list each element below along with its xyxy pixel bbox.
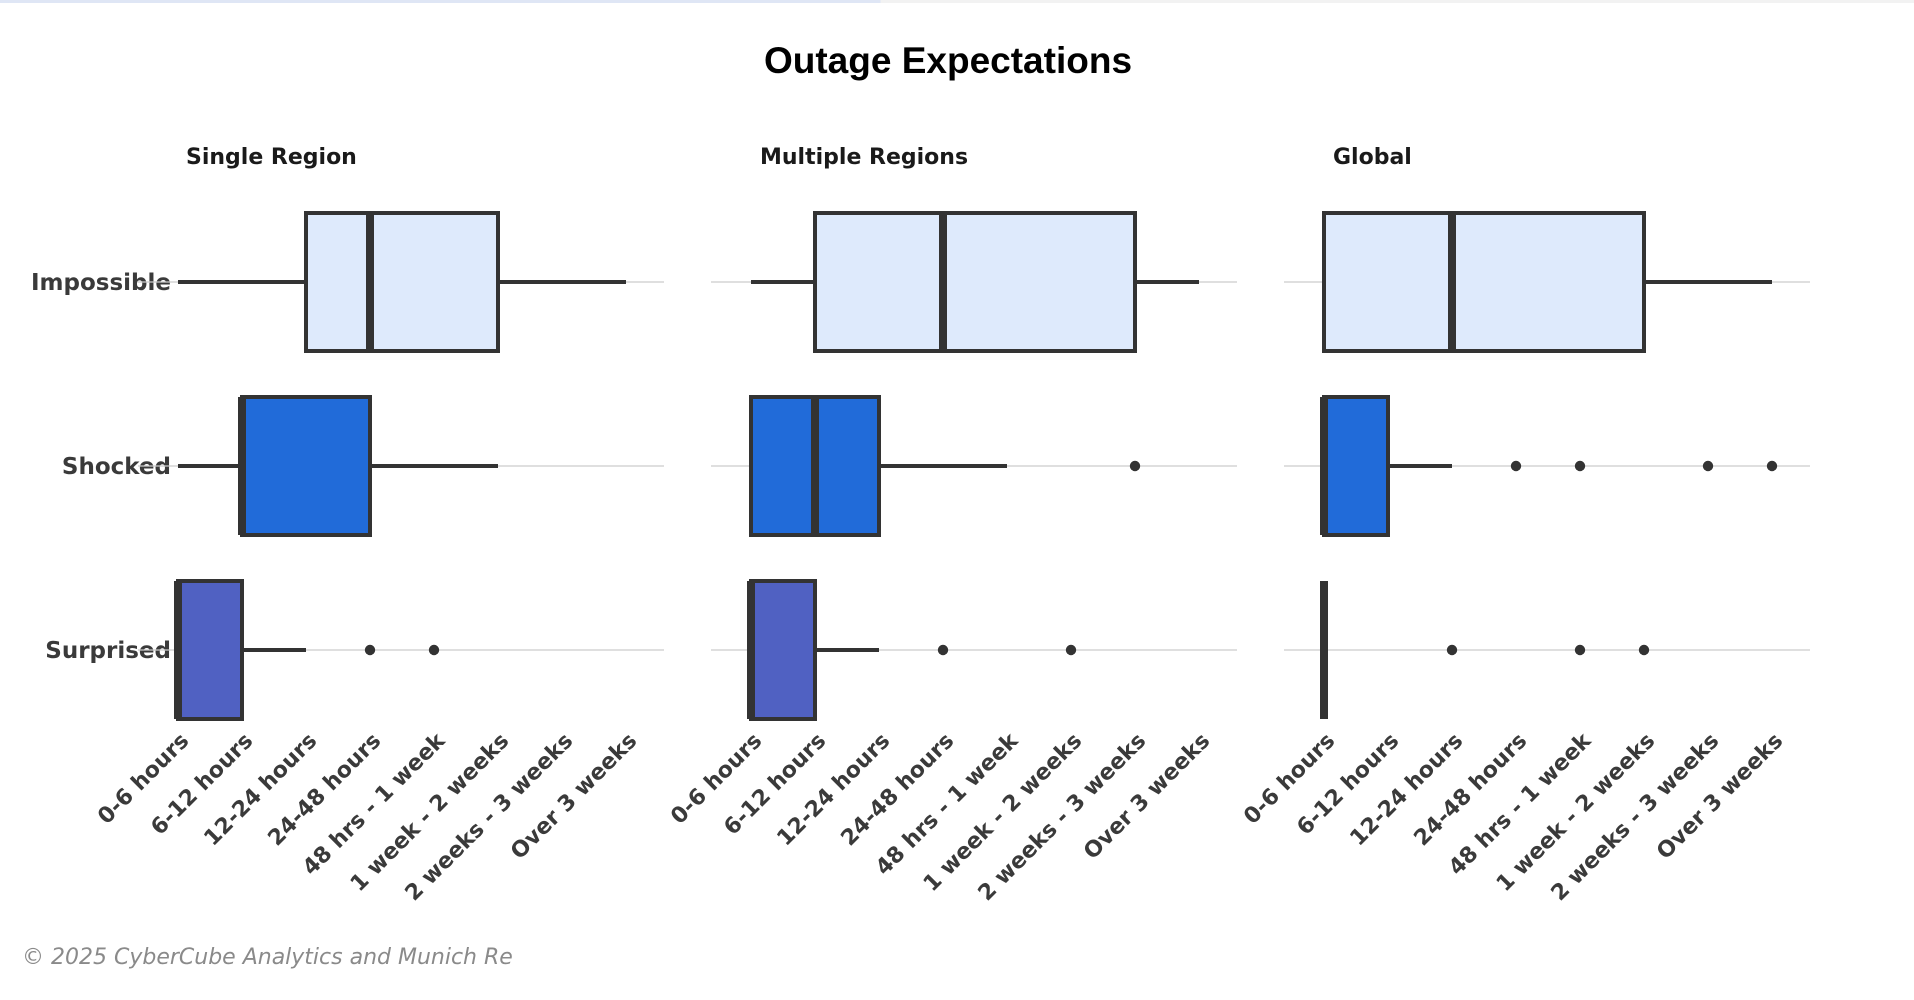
box-single-region-shocked: [240, 395, 372, 537]
outlier-global-shocked-2: [1702, 460, 1714, 472]
outlier-single-region-surprised-1: [428, 644, 440, 656]
outlier-global-surprised-2: [1638, 644, 1650, 656]
x-tick-global-12-24-hours: 12-24 hours: [1346, 729, 1469, 852]
x-tick-single-region-12-24-hours: 12-24 hours: [200, 729, 323, 852]
box-single-region-impossible: [304, 211, 500, 353]
top-accent-strip: [0, 0, 1914, 3]
outlier-multiple-regions-shocked-0: [1129, 460, 1141, 472]
outlier-global-surprised-0: [1446, 644, 1458, 656]
box-global-impossible: [1322, 211, 1646, 353]
row-label-impossible: Impossible: [31, 270, 171, 296]
x-tick-global-24-48-hours: 24-48 hours: [1410, 729, 1533, 852]
x-tick-multiple-regions-24-48-hours: 24-48 hours: [837, 729, 960, 852]
copyright-footer: © 2025 CyberCube Analytics and Munich Re: [22, 945, 513, 970]
outlier-global-surprised-1: [1574, 644, 1586, 656]
outlier-global-shocked-0: [1510, 460, 1522, 472]
panel-title-global: Global: [1333, 145, 1412, 170]
box-single-region-surprised: [176, 579, 244, 721]
row-label-shocked: Shocked: [62, 454, 171, 480]
row-label-surprised: Surprised: [45, 638, 171, 664]
chart-title: Outage Expectations: [764, 40, 1132, 81]
outlier-multiple-regions-surprised-0: [937, 644, 949, 656]
outlier-global-shocked-1: [1574, 460, 1586, 472]
outlier-single-region-surprised-0: [364, 644, 376, 656]
x-tick-multiple-regions-12-24-hours: 12-24 hours: [773, 729, 896, 852]
panel-title-multiple-regions: Multiple Regions: [760, 145, 968, 170]
box-multiple-regions-surprised: [749, 579, 817, 721]
box-multiple-regions-impossible: [813, 211, 1137, 353]
x-tick-single-region-24-48-hours: 24-48 hours: [264, 729, 387, 852]
outlier-multiple-regions-surprised-1: [1065, 644, 1077, 656]
outlier-global-shocked-3: [1766, 460, 1778, 472]
panel-title-single-region: Single Region: [186, 145, 357, 170]
box-global-shocked: [1322, 395, 1390, 537]
